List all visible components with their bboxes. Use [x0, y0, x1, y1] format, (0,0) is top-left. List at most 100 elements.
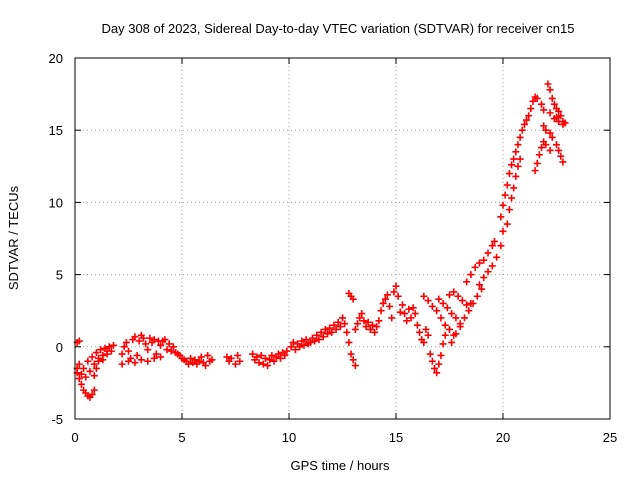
data-point — [480, 273, 488, 281]
data-point — [163, 346, 171, 354]
data-point — [454, 292, 462, 300]
data-point — [516, 155, 524, 163]
data-point — [255, 359, 263, 367]
data-point — [518, 126, 526, 134]
data-point — [274, 350, 282, 358]
data-point — [364, 318, 372, 326]
data-point — [281, 351, 289, 359]
data-point — [512, 148, 520, 156]
data-point — [223, 353, 231, 361]
data-point — [546, 146, 554, 154]
data-point — [437, 351, 445, 359]
data-point — [360, 317, 368, 325]
data-point — [92, 349, 100, 357]
data-point — [540, 122, 548, 130]
data-point — [187, 354, 195, 362]
data-point — [501, 191, 509, 199]
data-point — [125, 357, 132, 365]
data-point — [416, 328, 424, 336]
data-point — [135, 337, 143, 345]
data-point — [358, 310, 366, 318]
data-point — [443, 304, 451, 312]
data-point — [86, 367, 94, 375]
data-point — [289, 338, 297, 346]
data-point — [559, 158, 567, 166]
data-point — [167, 347, 175, 355]
data-point — [125, 347, 132, 355]
data-point — [253, 353, 261, 361]
data-point — [131, 333, 139, 341]
data-point — [484, 268, 492, 276]
data-point — [266, 356, 274, 364]
data-point — [542, 126, 550, 134]
data-point — [283, 347, 291, 355]
data-point — [538, 144, 546, 152]
data-point — [103, 350, 111, 358]
data-point — [422, 325, 430, 333]
data-point — [75, 360, 83, 368]
x-tick-label: 25 — [603, 430, 617, 445]
data-point — [90, 386, 98, 394]
data-point — [298, 337, 306, 345]
data-point — [529, 97, 537, 105]
data-point — [287, 343, 295, 351]
data-point — [208, 356, 216, 364]
x-tick-label: 20 — [496, 430, 510, 445]
data-point — [383, 291, 391, 299]
data-point — [341, 320, 349, 328]
data-point — [473, 292, 481, 300]
data-point — [542, 141, 550, 149]
data-point — [351, 325, 359, 333]
data-point — [433, 369, 441, 377]
data-point — [330, 321, 338, 329]
data-point — [90, 360, 98, 368]
chart-title: Day 308 of 2023, Sidereal Day-to-day VTE… — [101, 21, 574, 36]
data-point — [261, 354, 269, 362]
data-point — [347, 350, 355, 358]
data-point — [97, 346, 105, 354]
data-point — [510, 155, 518, 163]
data-point — [133, 351, 141, 359]
data-point — [497, 242, 505, 250]
data-point — [144, 357, 152, 365]
data-point — [435, 295, 443, 303]
data-point — [548, 133, 556, 141]
data-point — [195, 357, 203, 365]
data-point — [99, 356, 107, 364]
x-tick-labels: 0 5 10 15 20 25 — [71, 430, 617, 445]
data-point — [555, 107, 563, 115]
data-point — [161, 336, 169, 344]
data-point — [505, 206, 513, 214]
data-point — [403, 317, 411, 325]
data-point — [420, 292, 428, 300]
data-point — [84, 357, 92, 365]
data-point — [349, 295, 357, 303]
data-point — [388, 314, 396, 322]
data-point — [336, 323, 344, 331]
data-point — [516, 133, 524, 141]
data-point — [315, 336, 323, 344]
data-point — [157, 341, 165, 349]
data-point — [460, 314, 468, 322]
data-point — [120, 343, 128, 351]
data-point — [353, 320, 361, 328]
data-point — [433, 307, 441, 315]
data-point — [105, 343, 113, 351]
data-point — [377, 307, 385, 315]
data-point — [458, 297, 466, 305]
data-point — [490, 237, 498, 245]
data-point — [313, 331, 321, 339]
data-point — [204, 351, 212, 359]
data-point — [236, 357, 244, 365]
data-point — [118, 350, 126, 358]
x-axis-label: GPS time / hours — [291, 458, 390, 473]
data-point — [306, 338, 314, 346]
plot-frame — [74, 57, 611, 420]
data-point — [424, 331, 432, 339]
data-point — [268, 351, 276, 359]
data-point — [321, 325, 329, 333]
data-point — [88, 353, 96, 361]
data-point — [420, 338, 428, 346]
y-tick-label: 5 — [56, 268, 63, 283]
data-point — [471, 263, 479, 271]
